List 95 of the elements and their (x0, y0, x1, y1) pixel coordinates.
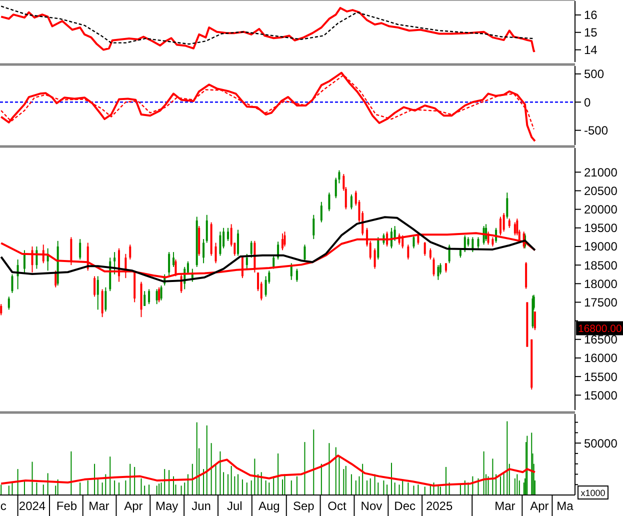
y-tick-label: 14 (584, 43, 598, 57)
candlestick (8, 296, 10, 310)
x-tick-label: Mar (88, 499, 110, 513)
candlestick (377, 236, 380, 260)
candlestick (412, 234, 415, 249)
candlestick (94, 276, 96, 298)
candlestick (374, 248, 376, 270)
line-series (0, 6, 534, 45)
x-tick-label: Apr (124, 499, 143, 513)
y-tick-label: 500 (584, 67, 604, 82)
candlestick (237, 229, 240, 256)
x-tick-label: Jun (192, 499, 211, 513)
candlestick (144, 290, 146, 306)
candlestick (407, 244, 410, 260)
y-tick-label: 16 (584, 8, 598, 22)
candlestick (350, 194, 352, 210)
candlestick (320, 201, 322, 223)
candlestick (172, 252, 174, 268)
x-tick-label: Oct (328, 499, 347, 513)
candlestick (114, 252, 116, 275)
candlestick (272, 255, 275, 270)
x-tick-label: Jul (227, 499, 242, 513)
y-tick-label: 16500 (584, 332, 618, 347)
candlestick (284, 231, 286, 247)
x-tick-label: Mar (494, 499, 516, 513)
line-series (0, 72, 536, 142)
y-tick-label: 15 (584, 26, 598, 40)
y-tick-label: -500 (584, 124, 608, 138)
y-tick-label: 50000 (584, 436, 618, 450)
y-tick-label: 0 (584, 95, 591, 110)
candlestick (11, 274, 14, 294)
candlestick (312, 214, 315, 240)
y-tick-label: 16000 (584, 351, 618, 366)
x-tick-label: Sep (292, 499, 315, 513)
candlestick (437, 264, 440, 280)
x-tick-label: 2024 (18, 499, 46, 513)
candlestick (158, 286, 160, 303)
candlestick (502, 212, 505, 232)
text: 16800.00 (578, 322, 622, 335)
x-tick-label: Feb (56, 499, 78, 513)
candlestick (23, 250, 26, 273)
x-tick-label: Aug (258, 499, 280, 513)
x-tick-label: Ma (556, 499, 574, 513)
candlestick (101, 288, 104, 318)
candlestick (227, 227, 229, 242)
candlestick (219, 231, 222, 256)
y-tick-label: 20500 (584, 184, 618, 198)
candlestick (148, 288, 150, 305)
x-tick-label: Apr (530, 499, 549, 513)
candlestick (104, 286, 107, 312)
y-tick-label: 15000 (584, 388, 618, 402)
candlestick (444, 262, 447, 273)
candlestick (96, 276, 99, 310)
candlestick (250, 240, 252, 258)
y-tick-label: 17500 (584, 295, 618, 310)
x-tick-label: May (155, 499, 178, 513)
y-tick-label: 19500 (584, 221, 618, 236)
candlestick (156, 288, 158, 305)
candlestick (296, 268, 298, 282)
candlestick (432, 257, 435, 277)
text: x1000 (580, 488, 606, 498)
x-tick-label: c (0, 499, 6, 513)
candlestick (304, 244, 306, 262)
candlestick (328, 192, 330, 212)
x-tick-label: Nov (360, 499, 382, 513)
candlestick (0, 304, 2, 316)
candlestick (534, 311, 536, 331)
candlestick (516, 218, 518, 236)
y-tick-label: 18500 (584, 258, 618, 272)
candlestick (506, 192, 508, 220)
candlestick (70, 236, 72, 266)
y-tick-label: 19000 (584, 240, 618, 254)
y-tick-label: 21000 (584, 165, 618, 180)
candlestick (214, 242, 217, 264)
candlestick (129, 244, 132, 260)
candlestick (467, 236, 470, 247)
candlestick (168, 252, 170, 277)
candlestick (246, 253, 248, 270)
candlestick (492, 236, 494, 247)
candlestick (429, 248, 432, 260)
candlestick (508, 218, 510, 228)
candlestick (514, 222, 516, 236)
candlestick (424, 242, 426, 256)
candlestick (477, 236, 480, 249)
candlestick (202, 238, 205, 264)
candlestick (206, 214, 208, 244)
y-tick-label: 20000 (584, 202, 618, 217)
y-tick-label: 15500 (584, 370, 618, 384)
x-tick-label: Dec (394, 499, 416, 513)
candlestick (160, 285, 162, 301)
candlestick (281, 232, 284, 251)
y-tick-label: 18000 (584, 276, 618, 291)
line-series (0, 6, 536, 52)
x-tick-label: 2025 (426, 499, 453, 513)
candlestick (79, 238, 82, 260)
